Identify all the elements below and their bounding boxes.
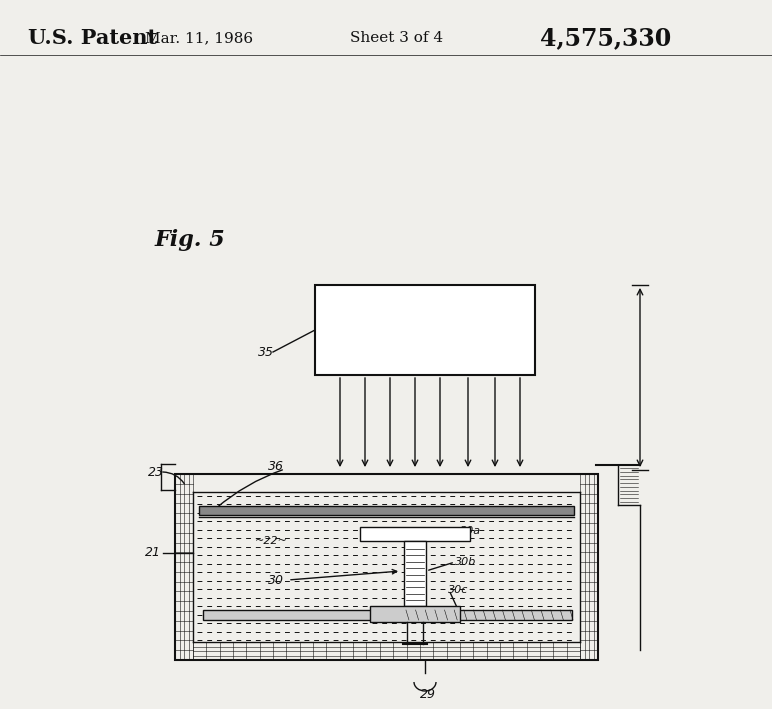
Text: 30a: 30a <box>460 526 481 536</box>
Text: U.S. Patent: U.S. Patent <box>28 28 157 48</box>
Text: 30c: 30c <box>448 585 469 595</box>
Bar <box>199 506 574 515</box>
Bar <box>404 541 426 606</box>
Text: ~22~: ~22~ <box>255 536 288 546</box>
Text: Mar. 11, 1986: Mar. 11, 1986 <box>145 31 253 45</box>
Text: 30b: 30b <box>455 557 476 567</box>
Text: 30: 30 <box>268 574 284 586</box>
Text: 36: 36 <box>268 459 284 472</box>
Text: 35: 35 <box>258 345 274 359</box>
Bar <box>315 285 535 375</box>
Text: 23: 23 <box>148 466 164 479</box>
Bar <box>370 606 460 622</box>
Text: Sheet 3 of 4: Sheet 3 of 4 <box>350 31 443 45</box>
Text: COLUMNATED, BROAD
ULTRAVIOLET
LIGHT SOURCE: COLUMNATED, BROAD ULTRAVIOLET LIGHT SOUR… <box>362 309 488 350</box>
Text: 29: 29 <box>420 688 436 701</box>
Text: 4,575,330: 4,575,330 <box>540 26 671 50</box>
Text: Fig. 5: Fig. 5 <box>155 229 225 251</box>
Bar <box>360 527 470 541</box>
Bar <box>175 474 598 660</box>
Bar <box>203 610 572 620</box>
Text: 21: 21 <box>145 547 161 559</box>
